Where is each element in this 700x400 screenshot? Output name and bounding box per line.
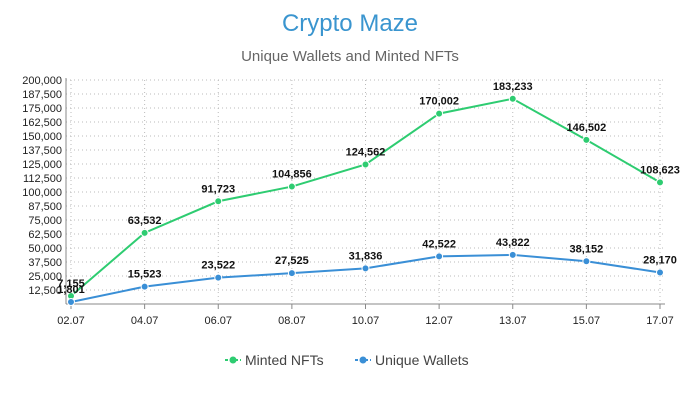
- legend-item[interactable]: Minted NFTs: [225, 352, 324, 368]
- y-tick-label: 25,000: [28, 271, 62, 283]
- data-point: [508, 250, 517, 259]
- data-point: [656, 268, 664, 277]
- data-label: 124,562: [346, 146, 386, 158]
- y-tick-label: 37,500: [28, 257, 62, 269]
- data-point: [656, 178, 664, 187]
- data-point: [214, 197, 223, 206]
- data-point: [582, 257, 591, 266]
- y-tick-label: 100,000: [22, 187, 62, 199]
- series-layer: [67, 94, 664, 306]
- data-label: 38,152: [570, 243, 604, 255]
- x-tick-label: 04.07: [131, 315, 159, 327]
- y-tick-label: 112,500: [23, 173, 62, 185]
- data-label: 108,623: [640, 164, 680, 176]
- data-label: 146,502: [566, 122, 606, 134]
- data-label: 63,532: [128, 215, 162, 227]
- data-label: 91,723: [201, 183, 235, 195]
- legend[interactable]: Minted NFTs Unique Wallets: [225, 352, 469, 368]
- data-label-layer: 7,155 63,532 91,723 104,856 124,562 170,002 18…: [57, 81, 680, 296]
- y-tick-label: 125,000: [22, 159, 62, 171]
- y-tick-label: 50,000: [28, 243, 62, 255]
- data-point: [214, 273, 223, 282]
- legend-swatch-marker: [359, 356, 367, 364]
- legend-item[interactable]: Unique Wallets: [355, 352, 469, 368]
- data-label: 104,856: [272, 169, 312, 181]
- data-label: 170,002: [419, 96, 459, 108]
- y-tick-label: 200,000: [22, 75, 62, 87]
- data-point: [435, 109, 444, 118]
- x-tick-label: 17.07: [646, 315, 674, 327]
- x-tick-label: 06.07: [204, 315, 232, 327]
- data-label: 23,522: [201, 260, 235, 272]
- y-tick-label: 87,500: [28, 201, 62, 213]
- data-label: 1,801: [57, 284, 85, 296]
- data-point: [582, 135, 591, 144]
- y-tick-label: 75,000: [28, 215, 62, 227]
- grid-layer: [66, 79, 665, 304]
- data-point: [67, 297, 75, 306]
- legend-label: Minted NFTs: [245, 352, 324, 368]
- x-tick-label: 02.07: [57, 315, 85, 327]
- data-label: 183,233: [493, 81, 533, 93]
- y-tick-label: 150,000: [22, 131, 62, 143]
- chart-subtitle: Unique Wallets and Minted NFTs: [241, 48, 459, 65]
- data-label: 15,523: [128, 269, 162, 281]
- data-point: [140, 228, 149, 237]
- x-tick-label: 15.07: [573, 315, 601, 327]
- data-point: [287, 182, 296, 191]
- axis-layer: 12,500 25,000 37,500 50,000 62,500 75,000 87,5…: [22, 75, 674, 327]
- data-label: 28,170: [643, 254, 677, 266]
- chart-title: Crypto Maze: [281, 10, 419, 37]
- data-label: 31,836: [349, 250, 383, 262]
- y-tick-label: 12,500: [28, 285, 62, 297]
- y-tick-label: 62,500: [28, 229, 62, 241]
- data-point: [435, 252, 444, 261]
- data-point: [287, 269, 296, 278]
- data-label: 7,155: [57, 278, 85, 290]
- data-point: [361, 264, 370, 273]
- y-tick-label: 175,000: [22, 103, 62, 115]
- data-label: 27,525: [275, 255, 309, 267]
- legend-swatch-marker: [229, 356, 237, 364]
- legend-label: Unique Wallets: [375, 352, 469, 368]
- data-point: [508, 94, 517, 103]
- x-tick-label: 13.07: [499, 315, 527, 327]
- y-tick-label: 162,500: [22, 117, 62, 129]
- x-tick-label: 08.07: [278, 315, 306, 327]
- data-point: [140, 282, 149, 291]
- y-tick-label: 187,500: [22, 89, 62, 101]
- x-tick-label: 12.07: [425, 315, 453, 327]
- data-label: 42,522: [422, 238, 456, 250]
- x-tick-label: 10.07: [352, 315, 380, 327]
- data-point: [361, 160, 370, 169]
- data-label: 43,822: [496, 237, 530, 249]
- y-tick-label: 137,500: [22, 145, 62, 157]
